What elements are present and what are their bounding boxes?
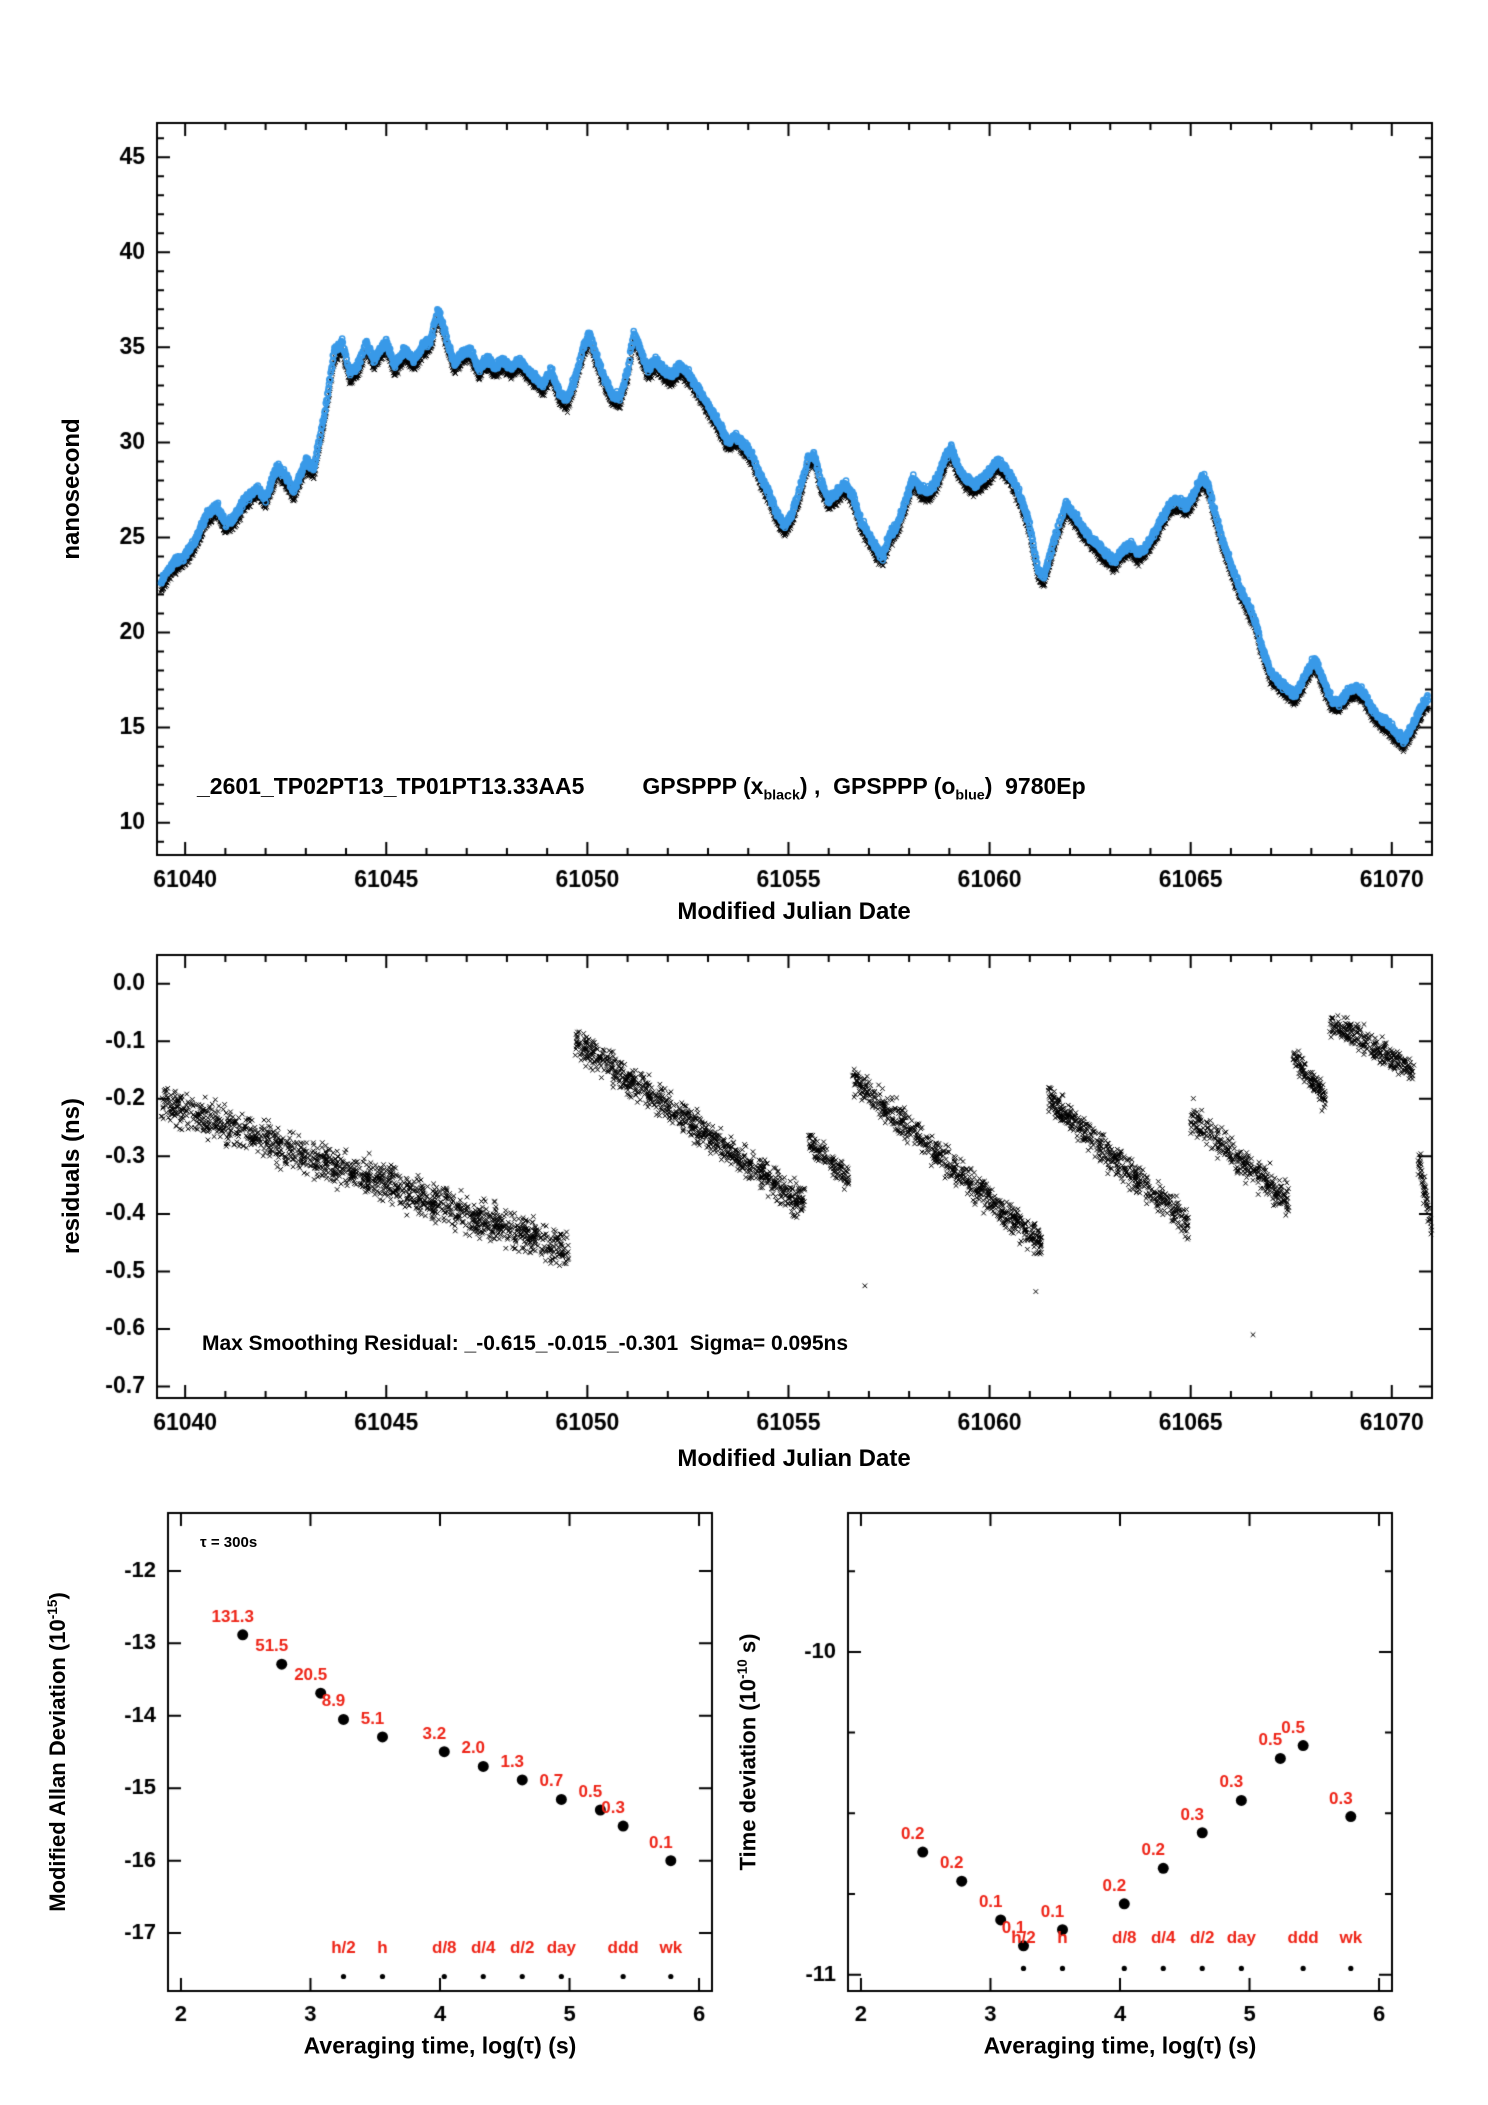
tdev-ylabel-post: s)	[735, 1633, 761, 1660]
legend-text-2: ) , GPSPPP (o	[799, 773, 956, 799]
legend: GPSPPP (xblack) , GPSPPP (oblue) 9780Ep	[642, 773, 1086, 804]
tau-note: τ = 300s	[200, 1534, 258, 1551]
tdev-ylabel-pre: Time deviation (10	[735, 1678, 761, 1871]
top-ylabel: nanosecond	[58, 418, 85, 560]
mdev-xlabel: Averaging time, log(τ) (s)	[303, 2032, 577, 2059]
mdev-ylabel-sup: -15	[44, 1599, 60, 1620]
legend-sub-blue: blue	[955, 787, 985, 804]
residuals-xlabel: Modified Julian Date	[677, 1445, 911, 1472]
tdev-ylabel-sup: -10	[734, 1659, 750, 1679]
residuals-annotation: Max Smoothing Residual: _-0.615_-0.015_-…	[202, 1332, 849, 1355]
mdev-ylabel: Modified Allan Deviation (10-15)	[45, 1592, 71, 1912]
legend-sub-black: black	[763, 787, 800, 804]
mdev-ylabel-pre: Modified Allan Deviation (10	[45, 1619, 71, 1912]
mdev-ylabel-post: )	[45, 1592, 71, 1600]
top-xlabel: Modified Julian Date	[677, 898, 911, 925]
dataset-id: _2601_TP02PT13_TP01PT13.33AA5	[197, 773, 585, 799]
residuals-ylabel: residuals (ns)	[58, 1097, 85, 1255]
dataset-annotation: _2601_TP02PT13_TP01PT13.33AA5 GPSPPP (xbl…	[197, 773, 1086, 804]
legend-text-1: GPSPPP (x	[642, 773, 764, 799]
legend-text-3: ) 9780Ep	[984, 773, 1086, 799]
tdev-ylabel: Time deviation (10-10 s)	[735, 1634, 761, 1871]
tdev-xlabel: Averaging time, log(τ) (s)	[983, 2032, 1257, 2059]
